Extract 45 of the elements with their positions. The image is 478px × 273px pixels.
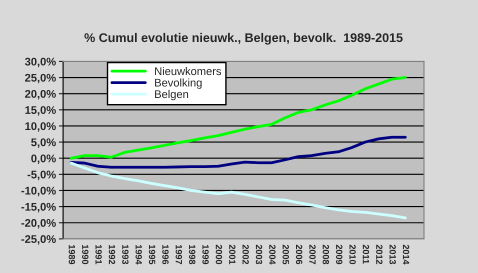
legend-label: Bevolking (155, 78, 202, 89)
y-tick-label: 25,0% (25, 74, 56, 84)
x-tick-label: 1998 (188, 245, 196, 264)
y-tick-label: 15,0% (25, 106, 56, 116)
x-tick-label: 2002 (242, 244, 249, 264)
y-tick-label: -20,0% (21, 219, 56, 228)
x-tick-label: 2012 (376, 244, 383, 264)
chart-title: % Cumul evolutie nieuwk., Belgen, bevolk. 1989-2015 (84, 32, 403, 45)
x-tick-label: 1989 (68, 245, 76, 264)
y-tick-label: 5,0% (31, 138, 56, 148)
line-series (70, 162, 407, 220)
x-tick-label: 2008 (322, 244, 330, 264)
y-tick-label: 10,0% (25, 122, 56, 132)
y-tick-label: 30,0% (24, 58, 56, 68)
x-tick-label: 1997 (176, 245, 182, 264)
y-tick-label: -10,0% (21, 186, 56, 196)
x-tick-label: 1990 (82, 245, 88, 264)
x-tick-label: 2001 (229, 244, 236, 264)
x-tick-label: 1992 (108, 245, 116, 264)
x-tick-label: 2007 (309, 244, 316, 264)
x-tick-label: 2004 (269, 244, 276, 264)
y-tick-label: -5,0% (28, 170, 56, 180)
x-tick-label: 2011 (362, 244, 370, 264)
x-tick-label: 2005 (282, 244, 289, 264)
x-tick-label: 2010 (349, 244, 356, 264)
x-tick-label: 2014 (402, 244, 410, 264)
line-series (70, 136, 407, 169)
x-tick-label: 1996 (162, 245, 169, 264)
x-tick-label: 2009 (336, 244, 342, 264)
x-tick-label: 1991 (95, 245, 102, 264)
x-tick-label: 2003 (256, 244, 262, 264)
x-tick-label: 1994 (136, 245, 142, 264)
y-tick-label: -25,0% (21, 235, 56, 245)
y-tick-label: -15,0% (21, 202, 56, 212)
legend-label: Belgen (155, 90, 188, 100)
legend-label: Nieuwkomers (155, 66, 222, 76)
y-tick-label: 20,0% (25, 90, 56, 100)
x-tick-label: 2000 (216, 244, 222, 264)
y-tick-label: 0,0% (31, 154, 56, 164)
x-tick-label: 2013 (389, 244, 396, 264)
x-tick-label: 2006 (296, 244, 302, 264)
line-series (70, 76, 407, 160)
x-tick-label: 1995 (148, 245, 156, 264)
x-tick-label: 1999 (202, 245, 209, 264)
x-tick-label: 1993 (122, 245, 129, 264)
